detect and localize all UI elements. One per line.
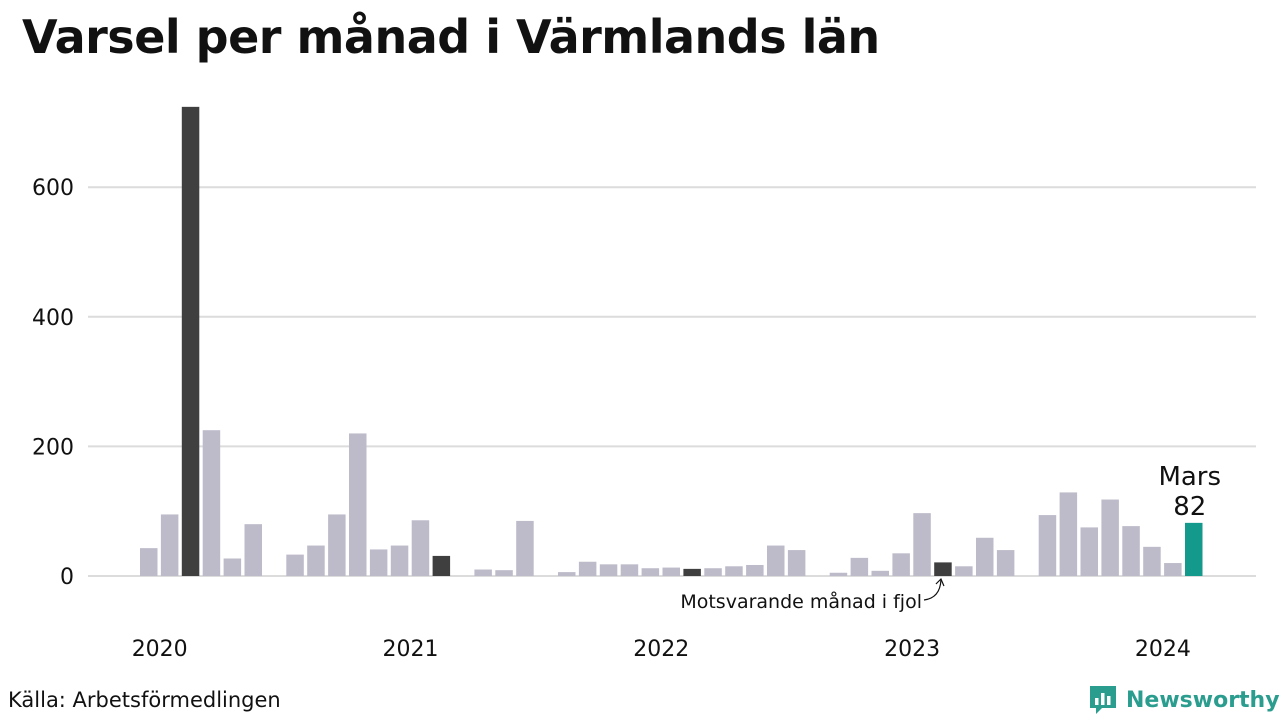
brand-name: Newsworthy	[1126, 687, 1280, 713]
current-month-label: Mars	[1158, 462, 1221, 492]
bar	[1101, 499, 1119, 576]
bar	[1059, 492, 1078, 576]
x-tick-label: 2021	[383, 637, 439, 662]
bar	[913, 513, 931, 576]
bar	[516, 520, 534, 576]
chart-title: Varsel per månad i Värmlands län	[22, 10, 880, 64]
bar	[1122, 526, 1140, 576]
bar	[767, 545, 785, 576]
x-tick-label: 2023	[884, 637, 940, 662]
bar	[599, 564, 618, 576]
y-tick-label: 400	[32, 306, 74, 331]
last-year-arrow-icon	[923, 579, 942, 601]
bar	[641, 568, 660, 576]
bar	[223, 558, 242, 576]
y-axis-ticks: 0 200 400 600	[32, 176, 74, 590]
bar	[1164, 563, 1182, 576]
bar	[1080, 527, 1098, 576]
bar	[683, 568, 701, 576]
bar	[934, 562, 952, 576]
last-year-label: Motsvarande månad i fjol	[680, 590, 922, 613]
bar	[202, 430, 221, 576]
bar	[871, 570, 889, 576]
bar	[892, 553, 910, 576]
bar	[160, 514, 179, 576]
y-tick-label: 200	[32, 435, 74, 460]
bar	[369, 549, 388, 576]
bar	[328, 514, 346, 576]
bar	[474, 569, 492, 576]
bar	[1143, 546, 1161, 576]
x-tick-label: 2020	[132, 637, 188, 662]
bar	[725, 566, 743, 576]
bars	[140, 106, 1203, 577]
bar	[578, 561, 597, 576]
bar	[955, 566, 973, 576]
bar	[244, 524, 262, 576]
bar	[976, 537, 994, 576]
bar	[349, 433, 367, 576]
bar	[620, 564, 639, 576]
bar	[286, 554, 304, 576]
bar	[181, 106, 200, 577]
bar	[746, 564, 764, 576]
bar	[1185, 522, 1203, 576]
bar	[411, 520, 430, 576]
bar	[850, 557, 869, 576]
x-tick-label: 2022	[633, 637, 689, 662]
newsworthy-logo-icon	[1090, 686, 1116, 714]
bar	[558, 572, 576, 576]
last-year-arrowhead-icon	[935, 577, 945, 587]
annotations: Mars 82 Motsvarande månad i fjol	[680, 462, 1221, 613]
grid-lines	[88, 186, 1256, 577]
y-tick-label: 600	[32, 176, 74, 201]
bar	[390, 545, 409, 576]
source-note: Källa: Arbetsförmedlingen	[8, 688, 281, 712]
bar	[432, 555, 451, 576]
bar	[140, 548, 158, 576]
brand-logo: Newsworthy	[1088, 684, 1280, 716]
bar	[307, 545, 325, 576]
bar	[704, 568, 722, 576]
bar	[829, 572, 848, 576]
bar	[1038, 515, 1057, 576]
bar	[495, 570, 513, 576]
bar	[662, 567, 680, 576]
bar	[787, 550, 806, 576]
bar	[996, 550, 1015, 576]
x-tick-label: 2024	[1135, 637, 1191, 662]
x-axis-ticks: 2020 2021 2022 2023 2024	[132, 637, 1191, 662]
current-month-value: 82	[1173, 492, 1206, 522]
y-tick-label: 0	[60, 565, 74, 590]
